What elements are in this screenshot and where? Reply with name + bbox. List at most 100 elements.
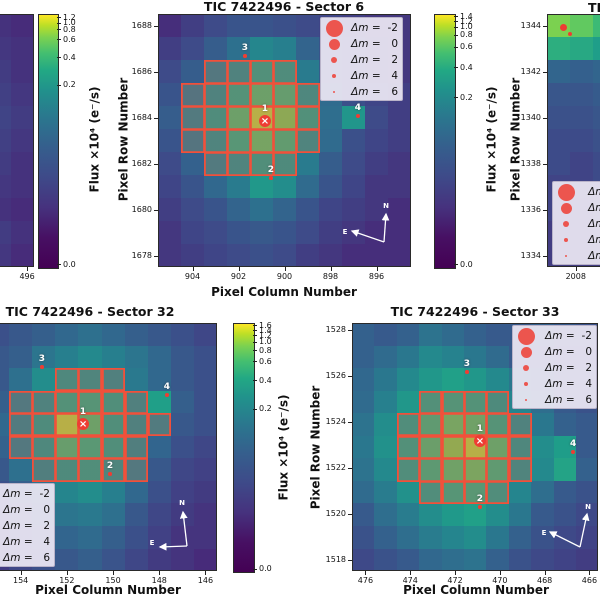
heatmap-cell <box>181 198 205 222</box>
x-axis-tick-label: 902 <box>230 272 247 281</box>
legend-row: Δm = -2 <box>555 183 600 201</box>
legend-entry-label: Δm = -2 <box>577 186 600 198</box>
aperture-mask-cell <box>441 435 465 459</box>
compass-rose: N E <box>542 503 591 548</box>
heatmap-cell <box>158 244 182 267</box>
heatmap-cell <box>570 14 594 38</box>
aperture-mask-cell <box>124 458 149 482</box>
heatmap-cell <box>273 175 297 199</box>
heatmap-cell <box>250 175 274 199</box>
tpf-heatmap-sector33: Δm = -2 Δm = 0 Δm = 2 Δm = 4 Δm = 6 N E × 1 2 3… <box>352 323 598 571</box>
y-axis-tick-label: 1340 <box>520 113 541 122</box>
aperture-mask-cell <box>147 413 172 437</box>
heatmap-cell <box>374 503 398 527</box>
aperture-mask-cell <box>250 152 274 176</box>
magnitude-circle-icon <box>517 327 535 345</box>
aperture-mask-cell <box>396 413 420 437</box>
heatmap-cell <box>553 480 577 505</box>
colorbar-tick <box>253 330 257 332</box>
heatmap-cell <box>0 244 12 267</box>
aperture-mask-cell <box>227 129 251 153</box>
tpf-heatmap-sector6: Δm = -2 Δm = 0 Δm = 2 Δm = 4 Δm = 6 N E × 1 2 3… <box>158 14 411 267</box>
star-marker <box>164 392 170 398</box>
star-marker <box>258 114 271 127</box>
heatmap-cell <box>0 221 12 245</box>
heatmap-cell <box>464 548 488 571</box>
legend-delta-mag-value: 6 <box>585 394 592 406</box>
aperture-mask-cell <box>296 106 320 130</box>
aperture-mask-cell <box>9 413 33 437</box>
x-axis-tick-label: 476 <box>357 576 374 585</box>
heatmap-cell <box>486 323 510 347</box>
colorbar-tick-label: 0.4 <box>460 62 473 72</box>
magnitude-circle-icon <box>524 398 528 402</box>
heatmap-cell <box>181 37 205 61</box>
heatmap-cell <box>193 548 217 571</box>
heatmap-cell <box>78 503 103 527</box>
legend-row: Δm = 2 <box>555 216 600 232</box>
magnitude-circle-icon <box>332 90 336 94</box>
legend-symbol: Δm <box>3 536 21 548</box>
aperture-mask-cell <box>296 129 320 153</box>
colorbar-tick <box>57 39 61 41</box>
colorbar-tick <box>253 380 257 382</box>
magnitude-circle-icon <box>560 202 572 214</box>
legend-entry-label: Δm = 4 <box>0 536 50 548</box>
heatmap-cell <box>147 480 172 505</box>
heatmap-cell <box>576 525 598 550</box>
x-axis-tick <box>20 571 22 575</box>
heatmap-cell <box>486 548 510 571</box>
y-axis-tick <box>543 71 547 73</box>
legend-symbol: Δm <box>351 22 369 34</box>
legend-entry-label: Δm = 0 <box>0 504 50 516</box>
aperture-mask-cell <box>464 413 488 437</box>
legend-circle-box <box>555 254 577 258</box>
aperture-mask-cell <box>486 390 510 414</box>
aperture-mask-cell <box>419 458 443 482</box>
heatmap-cell <box>547 152 571 176</box>
heatmap-cell <box>11 152 34 176</box>
star-number-label: 3 <box>463 359 471 370</box>
x-axis-tick-label: 468 <box>536 576 553 585</box>
aperture-mask-cell <box>101 458 126 482</box>
heatmap-cell <box>11 198 34 222</box>
star-number-label: 3 <box>38 354 46 365</box>
legend-circle-box <box>515 346 537 358</box>
heatmap-cell <box>419 525 443 550</box>
colorbar-tick-label: 1.0 <box>460 22 473 32</box>
heatmap-cell <box>531 435 555 459</box>
heatmap-cell <box>193 525 217 550</box>
heatmap-cell <box>342 129 366 153</box>
heatmap-cell <box>124 480 149 505</box>
tpf-heatmap-sector32: Δm = -2 Δm = 0 Δm = 2 Δm = 4 Δm = 6 N E × 1 2 3… <box>0 323 217 571</box>
flux-colorbar <box>38 14 59 269</box>
aperture-mask-cell <box>508 458 532 482</box>
heatmap-cell <box>193 458 217 482</box>
heatmap-cell <box>319 129 343 153</box>
magnitude-circle-icon <box>562 220 570 228</box>
aperture-mask-cell <box>486 458 510 482</box>
heatmap-cell <box>11 83 34 107</box>
heatmap-cell <box>388 129 411 153</box>
aperture-mask-cell <box>296 83 320 107</box>
heatmap-cell <box>55 503 80 527</box>
heatmap-cell <box>296 221 320 245</box>
aperture-mask-cell <box>508 435 532 459</box>
y-axis-tick <box>348 421 352 423</box>
heatmap-cell <box>531 458 555 482</box>
heatmap-cell <box>193 480 217 505</box>
heatmap-cell <box>296 152 320 176</box>
x-axis-tick <box>192 267 194 271</box>
heatmap-cell <box>158 83 182 107</box>
aperture-mask-cell <box>101 390 126 414</box>
legend-entry-label: Δm = 6 <box>577 250 600 262</box>
heatmap-cell <box>147 435 172 459</box>
aperture-mask-cell <box>250 60 274 84</box>
aperture-mask-cell <box>486 435 510 459</box>
legend-entry-label: Δm = -2 <box>537 330 592 342</box>
plot-title-sector32: TIC 7422496 - Sector 32 <box>5 304 175 319</box>
heatmap-cell <box>124 548 149 571</box>
legend-row: Δm = 6 <box>323 84 398 100</box>
heatmap-cell <box>55 480 80 505</box>
heatmap-cell <box>374 525 398 550</box>
